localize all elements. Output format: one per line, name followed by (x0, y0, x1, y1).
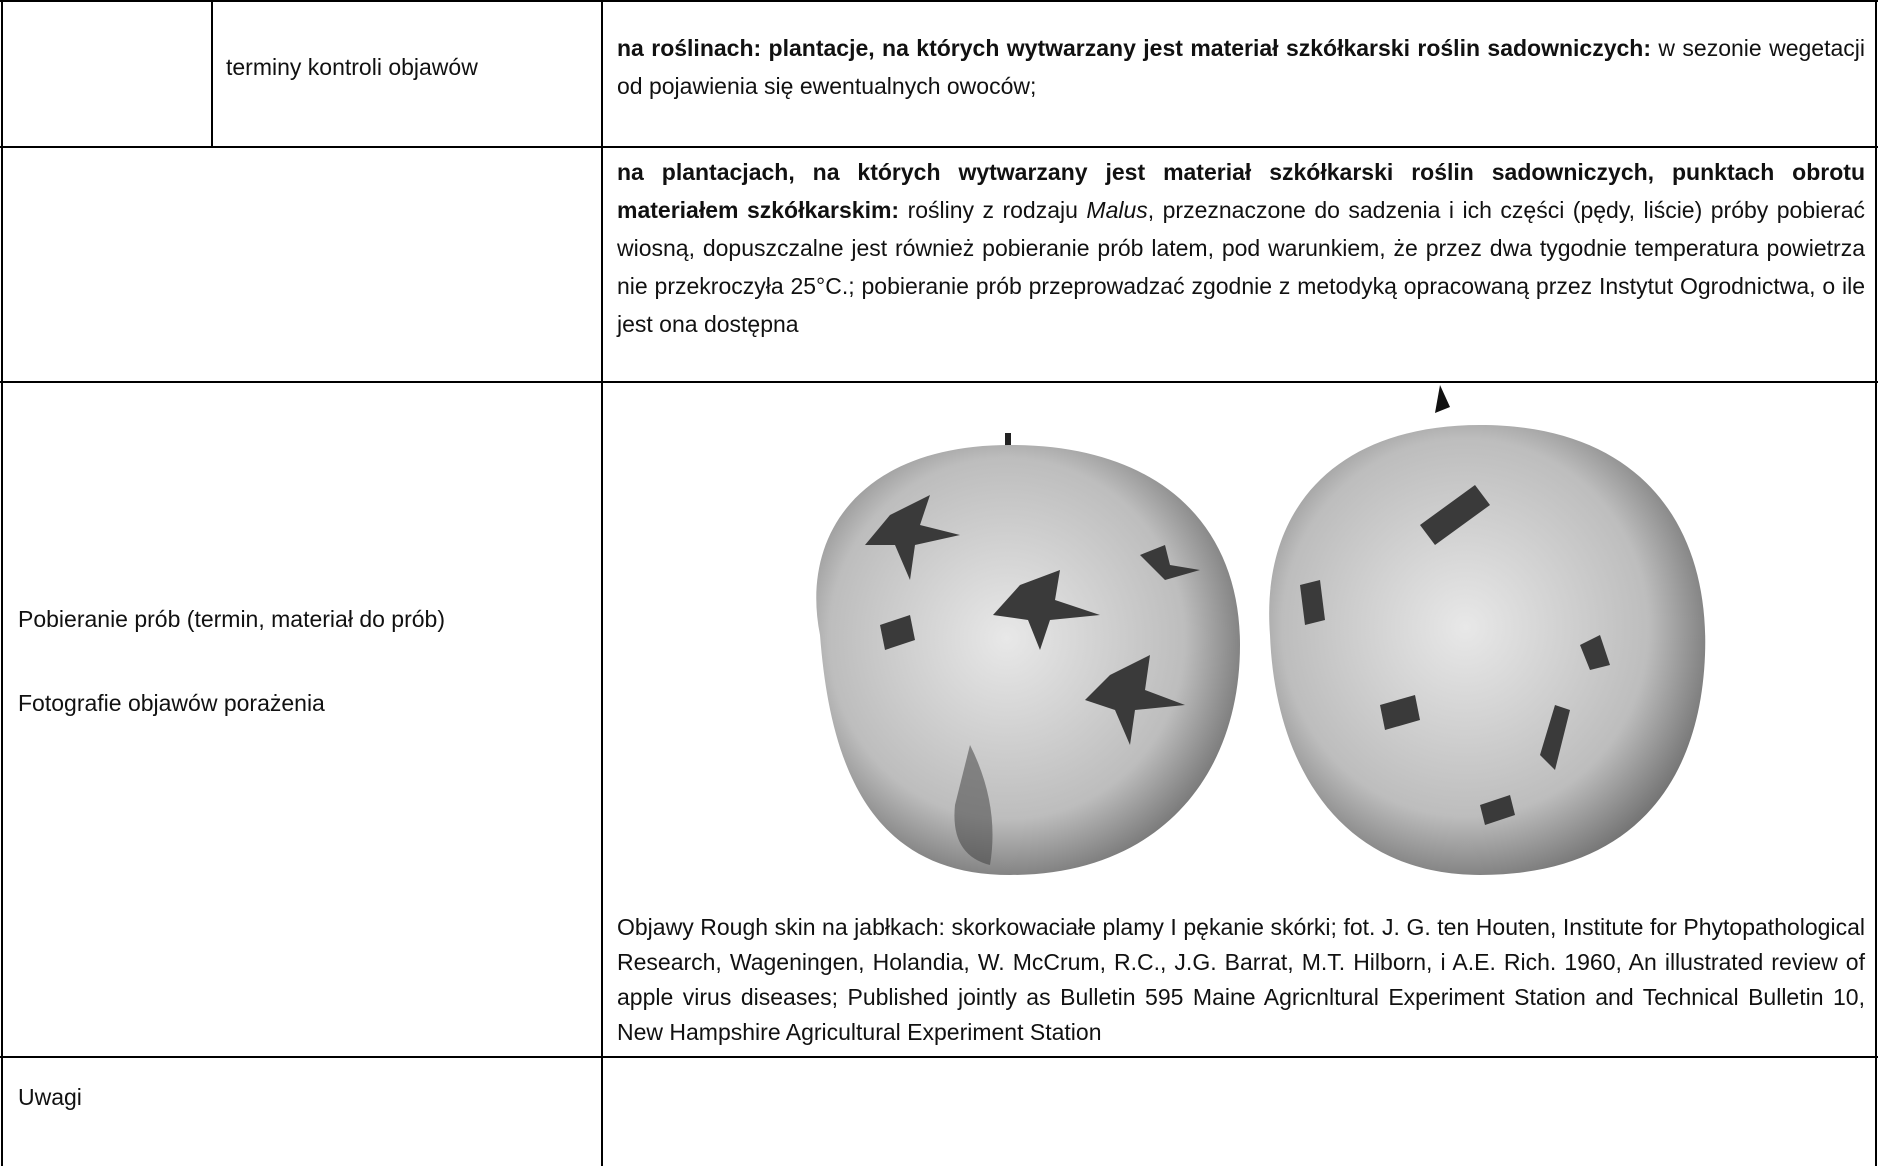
rule (0, 381, 1878, 383)
text: w sezonie wegetacji od pojawienia się ew… (617, 35, 1866, 99)
photo-caption: Objawy Rough skin na jabłkach: skorkowac… (617, 914, 1865, 1045)
stem (1435, 385, 1450, 413)
row-content: na plantacjach, na których wytwarzany je… (617, 153, 1865, 343)
stem (1005, 433, 1011, 449)
rule (601, 0, 603, 1166)
lesions (865, 485, 1610, 865)
row-content: na roślinach: plantacje, na których wytw… (617, 29, 1865, 105)
rule (1875, 0, 1877, 1166)
rule (211, 0, 213, 147)
row-label: Uwagi (18, 1084, 82, 1110)
row-label: terminy kontroli objawów (226, 54, 478, 80)
apple (816, 445, 1240, 875)
rule (0, 1056, 1878, 1058)
row-label: Pobieranie prób (termin, materiał do pró… (18, 606, 445, 632)
bold-text: na plantacjach, na których wytwarzany je… (617, 159, 1865, 223)
rule (1, 0, 3, 1166)
rule (0, 146, 1878, 148)
bold-text: na roślinach: plantacje, na których wytw… (617, 35, 1652, 61)
row-label: Fotografie objawów porażenia (18, 690, 325, 716)
italic-text: Malus (1086, 197, 1148, 223)
photo (816, 385, 1706, 875)
apple (1269, 425, 1706, 875)
rule (0, 0, 1878, 2)
text: rośliny z rodzaju (907, 197, 1078, 223)
text: , przeznaczone do sadzenia i ich części … (617, 197, 1865, 337)
